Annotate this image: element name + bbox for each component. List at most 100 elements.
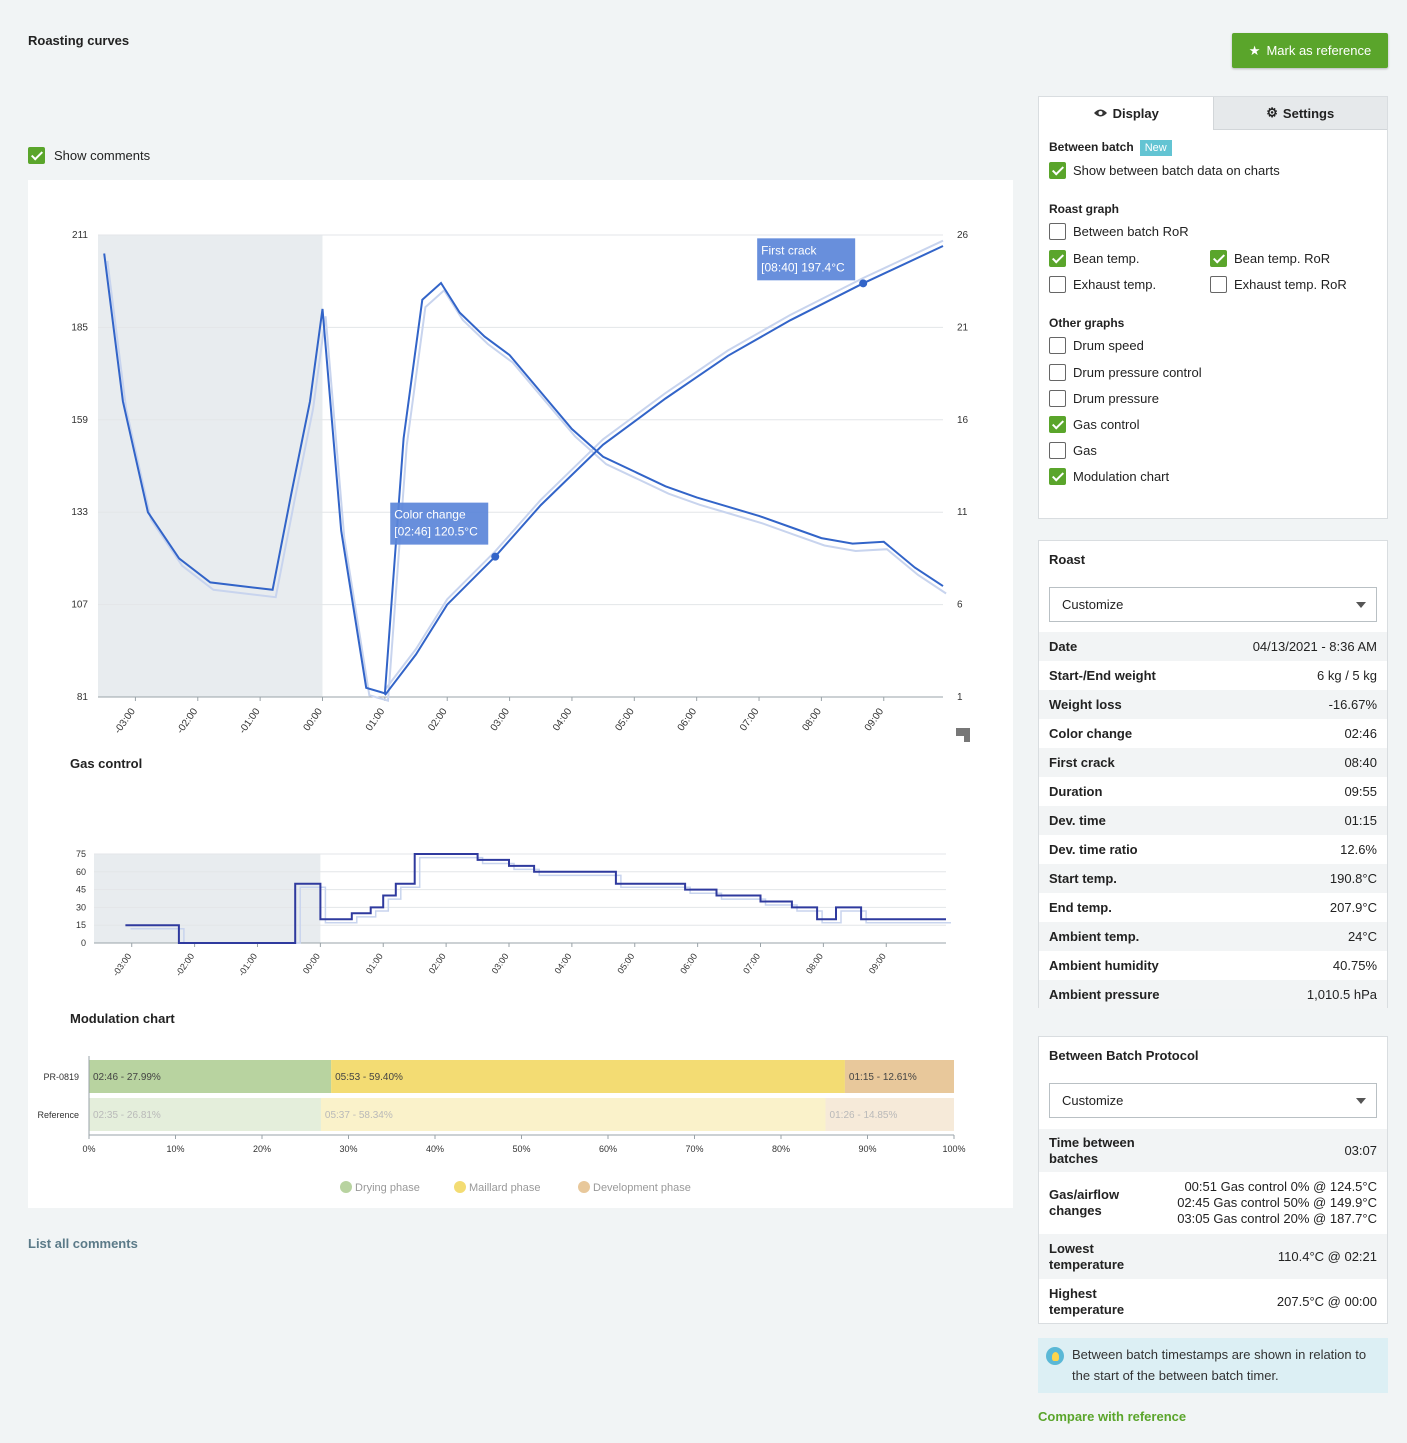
y-tick-label: 60	[76, 867, 86, 877]
tab-display[interactable]: Display	[1039, 97, 1213, 130]
row-value: 207.9°C	[1329, 900, 1377, 915]
between-batch-ror-checkbox[interactable]	[1049, 223, 1066, 240]
lightbulb-icon	[1046, 1347, 1064, 1365]
modulation-segment	[89, 1098, 321, 1131]
table-row: Date 04/13/2021 - 8:36 AM	[1039, 632, 1387, 661]
gear-icon: ⚙	[1266, 105, 1278, 120]
mark-as-reference-button[interactable]: ★ Mark as reference	[1232, 33, 1388, 68]
option-show-between-batch[interactable]: Show between batch data on charts	[1049, 162, 1280, 179]
option-exhaust-temp[interactable]: Exhaust temp.	[1049, 276, 1156, 293]
row-label: Ambient temp.	[1049, 929, 1140, 944]
annotation-box	[757, 238, 856, 281]
y2-tick-label: 16	[957, 415, 969, 426]
info-text: Between batch timestamps are shown in re…	[1072, 1347, 1367, 1383]
time-between-value: 03:07	[1344, 1142, 1377, 1158]
drum-pressure-control-checkbox[interactable]	[1049, 364, 1066, 381]
bean-temp-ror-label: Bean temp. RoR	[1234, 251, 1331, 266]
row-label: Weight loss	[1049, 697, 1122, 712]
option-drum-speed[interactable]: Drum speed	[1049, 337, 1144, 354]
table-row: Time between batches 03:07	[1039, 1129, 1387, 1172]
reference-ror-line	[106, 260, 947, 703]
highest-temperature-label: Highest temperature	[1049, 1285, 1125, 1317]
option-drum-pressure[interactable]: Drum pressure	[1049, 390, 1159, 407]
gas-changes-values: 00:51 Gas control 0% @ 124.5°C 02:45 Gas…	[1177, 1179, 1377, 1227]
option-bean-temp-ror[interactable]: Bean temp. RoR	[1210, 250, 1330, 267]
table-row: Duration 09:55	[1039, 777, 1387, 806]
between-batch-ror-label: Between batch RoR	[1073, 224, 1189, 239]
annotation-label: First crack	[761, 243, 817, 257]
drum-pressure-checkbox[interactable]	[1049, 390, 1066, 407]
option-between-batch-ror[interactable]: Between batch RoR	[1049, 223, 1189, 240]
tab-settings-label: Settings	[1282, 105, 1335, 121]
annotation-value: [02:46] 120.5°C	[394, 525, 478, 539]
y-tick-label: 185	[71, 322, 88, 333]
tab-settings[interactable]: ⚙ Settings	[1212, 97, 1387, 130]
row-value: 40.75%	[1332, 958, 1377, 973]
annotation-marker	[859, 279, 868, 288]
y2-tick-label: 26	[957, 230, 969, 241]
show-between-batch-checkbox[interactable]	[1049, 162, 1066, 179]
gas-change-item: 03:05 Gas control 20% @ 187.7°C	[1177, 1211, 1377, 1226]
row-label: Ambient pressure	[1049, 987, 1160, 1002]
option-gas[interactable]: Gas	[1049, 442, 1097, 459]
x-tick-label: 09:00	[867, 951, 888, 975]
y2-tick-label: 6	[957, 600, 963, 611]
between-batch-select-value: Customize	[1062, 1093, 1124, 1108]
row-label: Duration	[1049, 784, 1103, 799]
eye-icon	[1093, 106, 1108, 121]
option-gas-control[interactable]: Gas control	[1049, 416, 1139, 433]
x-tick-label: 00:00	[301, 951, 322, 975]
option-exhaust-temp-ror[interactable]: Exhaust temp. RoR	[1210, 276, 1347, 293]
x-tick-label: -03:00	[113, 706, 139, 736]
bean-temp-label: Bean temp.	[1073, 251, 1140, 266]
option-drum-pressure-control[interactable]: Drum pressure control	[1049, 364, 1202, 381]
time-between-label: Time between batches	[1049, 1134, 1135, 1166]
modulation-chart-title: Modulation chart	[70, 1011, 175, 1026]
modulation-segment-label: 01:26 - 14.85%	[830, 1110, 898, 1121]
lowest-temperature-value: 110.4°C @ 02:21	[1277, 1248, 1377, 1264]
option-bean-temp[interactable]: Bean temp.	[1049, 250, 1140, 267]
exhaust-temp-ror-checkbox[interactable]	[1210, 276, 1227, 293]
modulation-segment	[320, 1098, 826, 1131]
annotation-marker	[491, 552, 500, 561]
show-comments-toggle[interactable]: Show comments	[28, 147, 150, 164]
x-tick-label: 60%	[599, 1144, 617, 1154]
row-value: 190.8°C	[1329, 871, 1377, 886]
table-row: Start temp. 190.8°C	[1039, 864, 1387, 893]
annotation-label: Color change	[394, 508, 466, 522]
bean-temp-ror-checkbox[interactable]	[1210, 250, 1227, 267]
drum-speed-checkbox[interactable]	[1049, 337, 1066, 354]
between-batch-shade	[94, 854, 321, 943]
y-tick-label: 15	[76, 920, 86, 930]
gas-control-label: Gas control	[1073, 417, 1140, 432]
bean-temp-line	[384, 245, 944, 696]
table-row: First crack 08:40	[1039, 748, 1387, 777]
show-comments-checkbox[interactable]	[28, 147, 45, 164]
compare-with-reference-link[interactable]: Compare with reference	[1038, 1409, 1187, 1424]
gas-checkbox[interactable]	[1049, 442, 1066, 459]
roast-customize-select[interactable]: Customize	[1049, 587, 1377, 622]
modulation-chart-checkbox[interactable]	[1049, 468, 1066, 485]
between-batch-customize-select[interactable]: Customize	[1049, 1083, 1377, 1118]
roast-panel: Roast Customize Date 04/13/2021 - 8:36 AM…	[1038, 540, 1388, 1009]
x-tick-label: 70%	[685, 1144, 703, 1154]
modulation-category-label: Reference	[37, 1110, 79, 1120]
row-label: Start-/End weight	[1049, 668, 1156, 683]
row-value: 09:55	[1344, 784, 1377, 799]
table-row: End temp. 207.9°C	[1039, 893, 1387, 922]
mark-as-reference-label: Mark as reference	[1266, 43, 1372, 58]
x-tick-label: 02:00	[426, 706, 450, 733]
list-all-comments-link[interactable]: List all comments	[28, 1236, 138, 1251]
exhaust-temp-checkbox[interactable]	[1049, 276, 1066, 293]
chevron-down-icon	[1356, 602, 1366, 608]
row-value: 12.6%	[1340, 842, 1377, 857]
x-tick-label: -03:00	[111, 951, 134, 978]
table-row: Ambient humidity 40.75%	[1039, 951, 1387, 980]
show-comments-label: Show comments	[54, 148, 151, 163]
gas-control-checkbox[interactable]	[1049, 416, 1066, 433]
legend-swatch	[340, 1181, 352, 1193]
option-modulation-chart[interactable]: Modulation chart	[1049, 468, 1169, 485]
drum-speed-label: Drum speed	[1073, 338, 1144, 353]
table-row: Ambient pressure 1,010.5 hPa	[1039, 980, 1387, 1009]
bean-temp-checkbox[interactable]	[1049, 250, 1066, 267]
